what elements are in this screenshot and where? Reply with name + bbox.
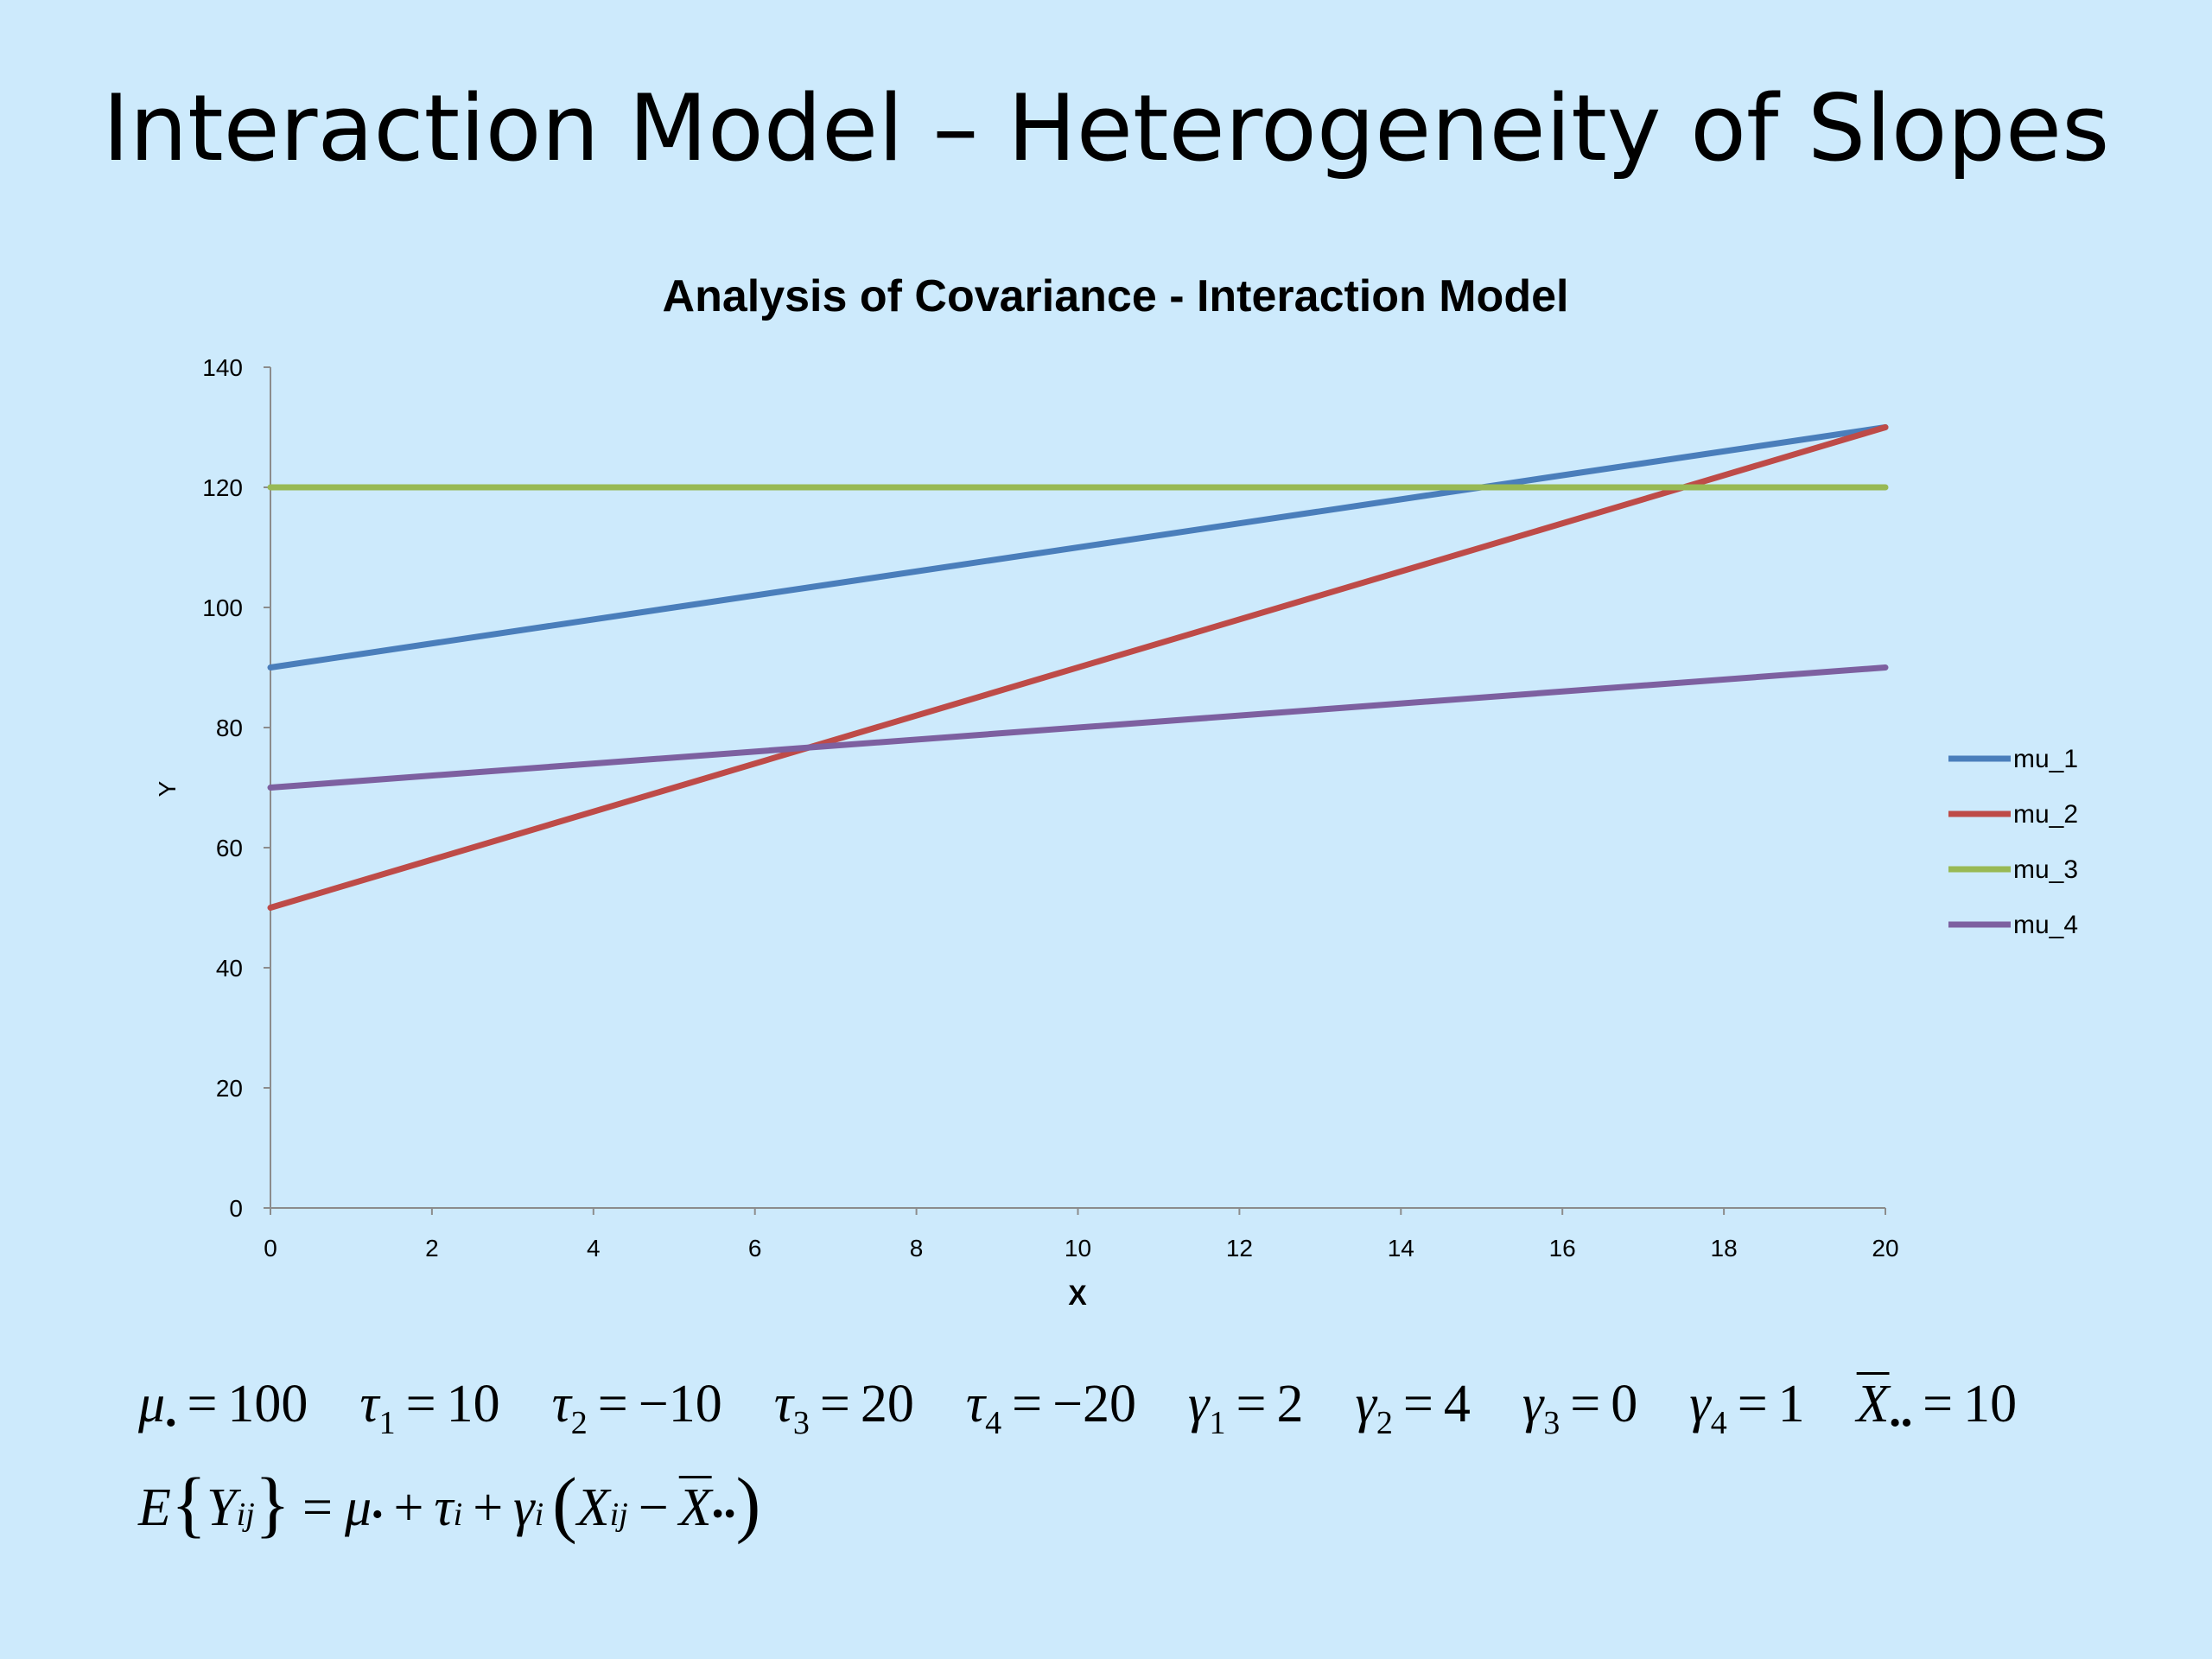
parameter-subscript: 4 bbox=[985, 1405, 1002, 1441]
y-tick-label: 0 bbox=[229, 1195, 243, 1222]
parameter-symbol: τ bbox=[965, 1375, 986, 1433]
parameter-subscript: 3 bbox=[792, 1405, 810, 1441]
chart-title: Analysis of Covariance - Interaction Mod… bbox=[663, 271, 1569, 321]
y-tick-label: 120 bbox=[202, 474, 243, 501]
parameter-equations: μ• = 100 τ1 = 10 τ2 = −10 τ3 = 20 τ4 = −20 γ1 = 2 γ2 = 4 γ3 = 0… bbox=[138, 1374, 2018, 1440]
equals-sign: = bbox=[1570, 1375, 1601, 1433]
parameter-subscript: 1 bbox=[1209, 1405, 1226, 1441]
parameter-subscript: 2 bbox=[1376, 1405, 1393, 1441]
x-tick-label: 4 bbox=[587, 1235, 601, 1262]
covariate-symbol: X bbox=[576, 1478, 610, 1537]
equals-sign: = bbox=[597, 1375, 628, 1433]
parameter-value: 10 bbox=[1963, 1375, 2018, 1433]
gamma-symbol: γ bbox=[513, 1478, 535, 1537]
parameter-subscript: • bbox=[165, 1405, 177, 1441]
parameter-value: 0 bbox=[1611, 1375, 1638, 1433]
legend-label: mu_2 bbox=[2013, 800, 2078, 829]
parameter-symbol: μ bbox=[138, 1375, 166, 1433]
tau-symbol: τ bbox=[434, 1478, 454, 1537]
expectation-symbol: E bbox=[138, 1478, 171, 1537]
parameter-equation: τ1 = 10 bbox=[359, 1374, 500, 1440]
y-tick-label: 140 bbox=[202, 354, 243, 381]
parameter-value: 100 bbox=[227, 1375, 308, 1433]
plus-sign: + bbox=[473, 1478, 504, 1537]
parameter-subscript: •• bbox=[1889, 1405, 1913, 1441]
y-tick-label: 20 bbox=[216, 1075, 243, 1102]
response-variable: Y bbox=[207, 1478, 237, 1537]
chart-legend: mu_1 mu_2 mu_3 mu_4 bbox=[1948, 745, 2078, 939]
chart-axes: 0 20 40 60 80 100 120 140 0 2 4 6 8 10 12 14 16 18 20 bbox=[202, 354, 1898, 1262]
covariate-mean-dots: •• bbox=[711, 1494, 736, 1533]
parameter-value: 1 bbox=[1777, 1375, 1805, 1433]
x-tick-label: 14 bbox=[1388, 1235, 1414, 1262]
parameter-value: 20 bbox=[860, 1375, 914, 1433]
x-tick-label: 8 bbox=[910, 1235, 924, 1262]
x-tick-label: 10 bbox=[1065, 1235, 1091, 1262]
parameter-subscript: 2 bbox=[570, 1405, 588, 1441]
equals-sign: = bbox=[1012, 1375, 1043, 1433]
parameter-equation: γ2 = 4 bbox=[1355, 1374, 1471, 1440]
parameter-value: −10 bbox=[638, 1375, 722, 1433]
x-tick-label: 12 bbox=[1226, 1235, 1253, 1262]
line-chart: Analysis of Covariance - Interaction Mod… bbox=[154, 271, 2078, 1311]
y-tick-label: 80 bbox=[216, 715, 243, 741]
equals-sign: = bbox=[819, 1375, 850, 1433]
parameter-equation: τ2 = −10 bbox=[551, 1374, 722, 1440]
y-tick-label: 60 bbox=[216, 835, 243, 861]
legend-label: mu_3 bbox=[2013, 855, 2078, 884]
parameter-subscript: 1 bbox=[378, 1405, 396, 1441]
x-tick-label: 18 bbox=[1711, 1235, 1738, 1262]
parameter-symbol: X bbox=[1856, 1375, 1890, 1433]
parameter-equation: γ1 = 2 bbox=[1188, 1374, 1304, 1440]
x-tick-label: 6 bbox=[748, 1235, 762, 1262]
x-tick-label: 2 bbox=[425, 1235, 439, 1262]
equals-sign: = bbox=[1236, 1375, 1267, 1433]
y-tick-label: 40 bbox=[216, 955, 243, 982]
equals-sign: = bbox=[1402, 1375, 1433, 1433]
parameter-value: 10 bbox=[446, 1375, 500, 1433]
x-tick-label: 20 bbox=[1872, 1235, 1898, 1262]
parameter-equation: τ3 = 20 bbox=[773, 1374, 914, 1440]
legend-label: mu_4 bbox=[2013, 911, 2078, 939]
parameter-equation: X•• = 10 bbox=[1856, 1374, 2018, 1440]
parameter-symbol: τ bbox=[359, 1375, 379, 1433]
parameter-symbol: τ bbox=[551, 1375, 571, 1433]
plus-sign: + bbox=[393, 1478, 424, 1537]
mu-symbol: μ bbox=[345, 1478, 372, 1537]
covariate-mean-symbol: X bbox=[678, 1478, 712, 1537]
x-axis-label: X bbox=[1068, 1280, 1087, 1311]
slide-title: Interaction Model – Heterogeneity of Slo… bbox=[102, 75, 2110, 181]
x-tick-label: 0 bbox=[264, 1235, 277, 1262]
x-tick-label: 16 bbox=[1549, 1235, 1576, 1262]
parameter-equation: μ• = 100 bbox=[138, 1374, 308, 1440]
parameter-symbol: γ bbox=[1689, 1375, 1711, 1433]
parameter-symbol: γ bbox=[1522, 1375, 1544, 1433]
series-line-mu-2 bbox=[267, 424, 1889, 911]
parameter-subscript: 3 bbox=[1543, 1405, 1560, 1441]
parameter-value: 4 bbox=[1443, 1375, 1471, 1433]
parameter-equation: γ4 = 1 bbox=[1689, 1374, 1805, 1440]
y-axis-label: Y bbox=[154, 780, 181, 797]
equals-sign: = bbox=[405, 1375, 436, 1433]
parameter-value: 2 bbox=[1276, 1375, 1304, 1433]
equals-sign: = bbox=[1737, 1375, 1768, 1433]
legend-label: mu_1 bbox=[2013, 745, 2078, 773]
equals-sign: = bbox=[187, 1375, 218, 1433]
parameter-symbol: τ bbox=[773, 1375, 793, 1433]
parameter-equation: γ3 = 0 bbox=[1522, 1374, 1638, 1440]
series-line-mu-4 bbox=[267, 664, 1889, 791]
chart-series bbox=[267, 424, 1889, 911]
parameter-symbol: γ bbox=[1188, 1375, 1210, 1433]
y-tick-label: 100 bbox=[202, 594, 243, 621]
parameter-value: −20 bbox=[1052, 1375, 1137, 1433]
equals-sign: = bbox=[302, 1478, 334, 1537]
minus-sign: − bbox=[638, 1478, 669, 1537]
parameter-symbol: γ bbox=[1355, 1375, 1376, 1433]
parameter-subscript: 4 bbox=[1710, 1405, 1727, 1441]
equals-sign: = bbox=[1923, 1375, 1954, 1433]
series-line-mu-1 bbox=[267, 424, 1889, 671]
parameter-equation: τ4 = −20 bbox=[965, 1374, 1137, 1440]
